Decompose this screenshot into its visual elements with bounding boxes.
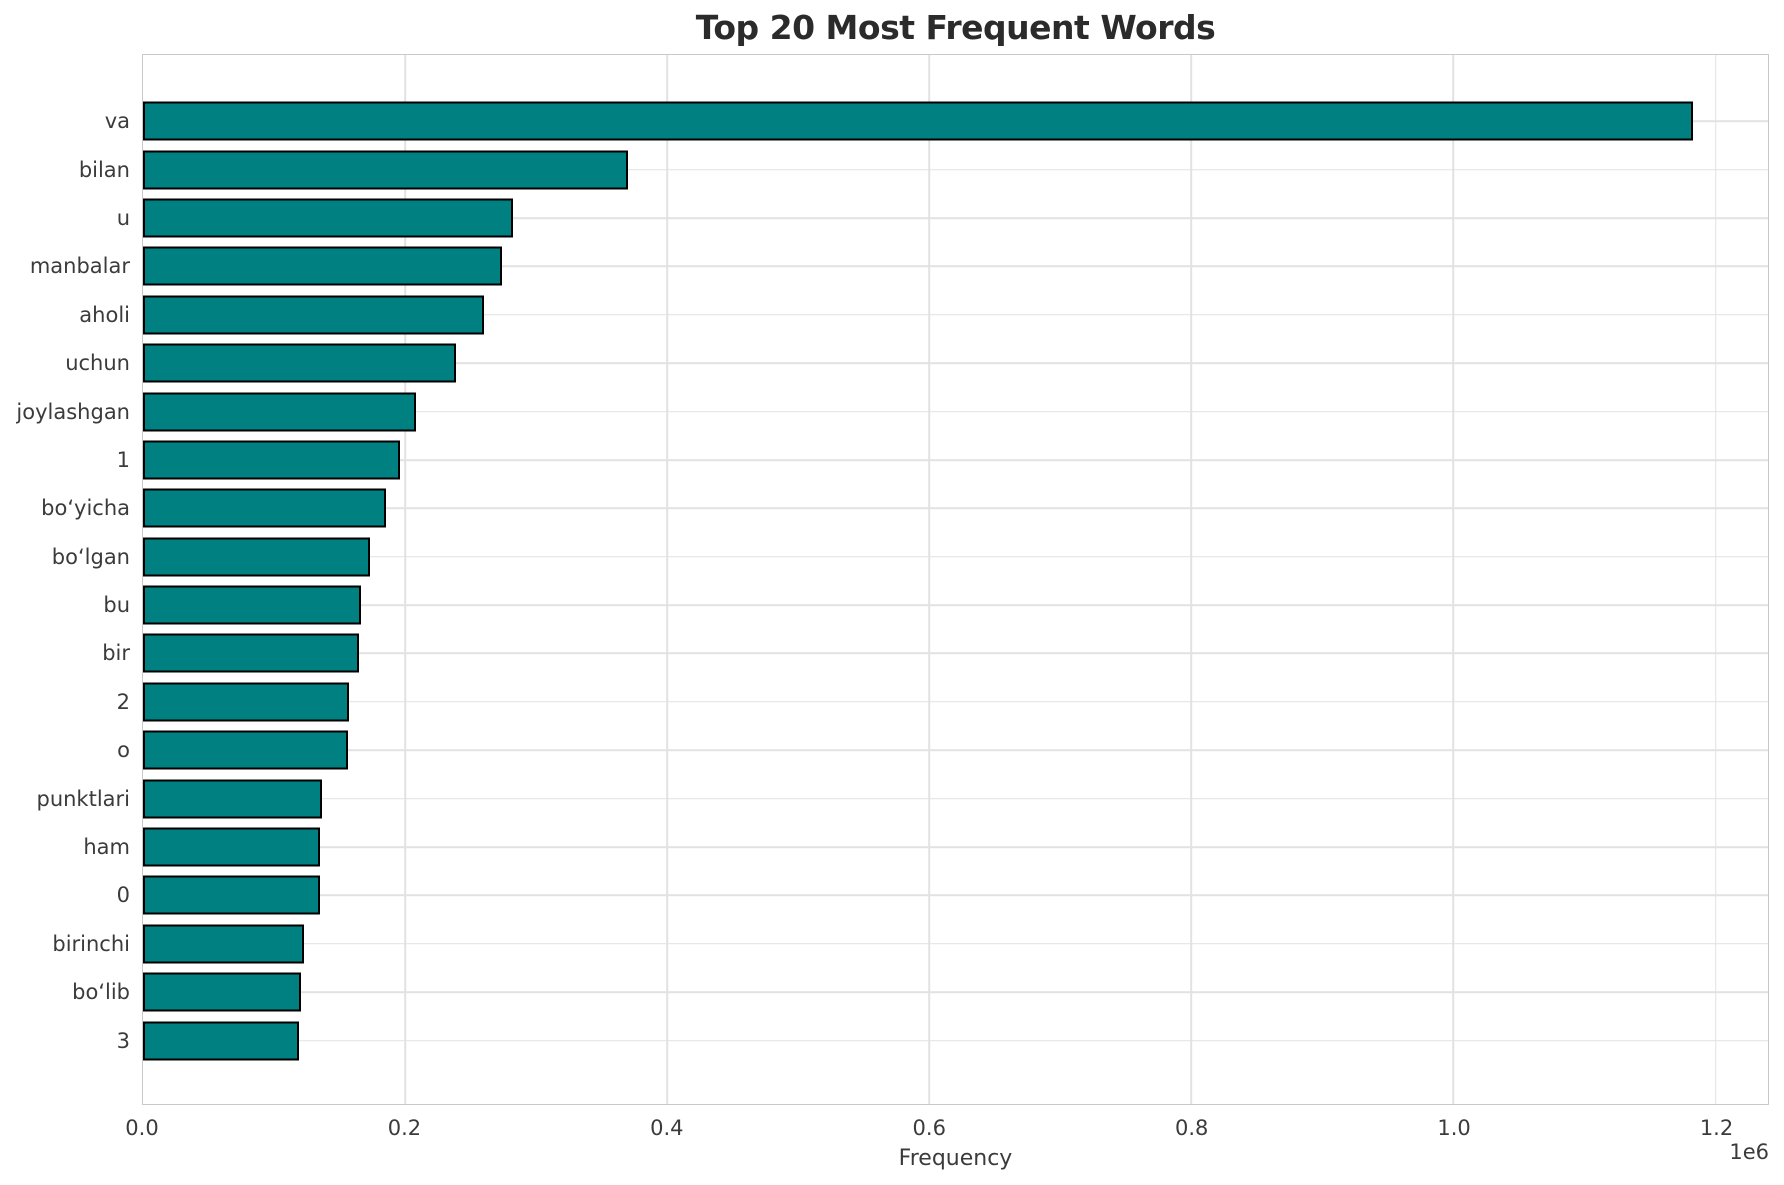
- x-gridline: [404, 55, 406, 1104]
- bar-ham: [143, 827, 321, 867]
- y-gridline: [143, 555, 1768, 558]
- x-gridline: [1452, 55, 1455, 1104]
- y-tick-label: bo‘lgan: [51, 544, 130, 569]
- bar-0: [143, 875, 321, 915]
- y-gridline: [143, 313, 1768, 316]
- y-tick-label: ham: [83, 835, 130, 860]
- bar-2: [143, 682, 349, 722]
- x-gridline: [928, 55, 931, 1104]
- y-gridline: [143, 943, 1768, 945]
- y-gridline: [143, 652, 1768, 655]
- y-gridline: [143, 749, 1768, 752]
- bar-u: [143, 198, 513, 238]
- bar-row: 0: [117, 871, 1768, 919]
- bar-row: u: [117, 194, 1768, 242]
- bar-row: bo‘lib: [72, 968, 1768, 1016]
- bar-3: [143, 1021, 300, 1061]
- bar-birinchi: [143, 924, 305, 964]
- y-tick-label: u: [116, 205, 130, 230]
- y-tick-label: o: [117, 738, 130, 763]
- y-gridline: [143, 701, 1768, 703]
- y-gridline: [143, 459, 1768, 461]
- bar-row: punktlari: [36, 774, 1768, 822]
- bar-row: bilan: [79, 145, 1768, 193]
- y-tick-label: va: [104, 109, 130, 134]
- y-tick-label: joylashgan: [16, 399, 130, 424]
- x-tick-label: 0.2: [387, 1116, 422, 1140]
- y-gridline: [143, 797, 1768, 800]
- bar-1: [143, 440, 400, 480]
- y-tick-label: punktlari: [36, 786, 130, 811]
- bar-row: 1: [117, 436, 1768, 484]
- bar-row: ham: [83, 823, 1768, 871]
- y-tick-label: bo‘lib: [72, 980, 130, 1005]
- y-tick-label: bu: [103, 593, 130, 618]
- x-gridline: [666, 55, 668, 1104]
- y-gridline: [143, 265, 1768, 268]
- y-gridline: [143, 507, 1768, 510]
- x-axis-ticks: 0.0 0.2 0.4 0.6 0.8 1.0 1.2: [125, 1116, 1769, 1144]
- y-tick-label: 1: [116, 447, 130, 472]
- bar-bo‘lgan: [143, 537, 370, 577]
- bar-row: joylashgan: [16, 387, 1768, 435]
- y-tick-label: 3: [116, 1028, 130, 1053]
- x-gridline: [1714, 55, 1717, 1104]
- bar-va: [143, 101, 1694, 141]
- x-tick-label: 1.0: [1437, 1116, 1471, 1140]
- x-tick-label: 1.2: [1699, 1116, 1734, 1140]
- chart-title: Top 20 Most Frequent Words: [695, 8, 1216, 47]
- bar-row: bir: [102, 629, 1768, 677]
- y-gridline: [143, 410, 1768, 413]
- bar-bo‘yicha: [143, 488, 386, 528]
- bar-o: [143, 730, 348, 770]
- bar-bilan: [143, 150, 628, 190]
- y-tick-label: manbalar: [29, 254, 130, 279]
- y-gridline: [143, 846, 1768, 848]
- y-tick-label: 2: [116, 689, 130, 714]
- y-tick-label: 0: [116, 883, 130, 908]
- bar-joylashgan: [143, 392, 416, 432]
- y-gridline: [143, 168, 1768, 171]
- bar-row: bo‘yicha: [41, 484, 1768, 532]
- y-tick-label: bir: [102, 641, 130, 666]
- bar-manbalar: [143, 246, 503, 286]
- bar-rows: va bilan u manbalar aholi uchun joylashgan 1 bo‘…: [16, 55, 1768, 1104]
- y-tick-label: bo‘yicha: [41, 496, 130, 521]
- bar-row: 3: [117, 1016, 1768, 1064]
- bar-bo‘lib: [143, 972, 301, 1012]
- x-axis-label: Frequency: [898, 1146, 1013, 1171]
- bar-bir: [143, 633, 360, 673]
- y-tick-label: bilan: [78, 157, 130, 182]
- x-tick-label: 0.6: [912, 1116, 946, 1140]
- y-tick-label: uchun: [65, 351, 130, 376]
- y-tick-label: birinchi: [52, 931, 130, 956]
- y-tick-label: aholi: [79, 302, 130, 327]
- bar-row: bo‘lgan: [52, 533, 1768, 581]
- bar-row: birinchi: [52, 920, 1768, 968]
- y-gridline: [143, 1039, 1768, 1042]
- bar-row: uchun: [65, 339, 1768, 387]
- x-gridline: [1190, 55, 1193, 1104]
- bar-row: 2: [117, 678, 1768, 726]
- bar-row: o: [117, 726, 1768, 774]
- bar-uchun: [143, 343, 457, 383]
- y-gridline: [143, 991, 1768, 994]
- plot-area: va bilan u manbalar aholi uchun joylashgan 1 bo‘…: [16, 54, 1769, 1105]
- bar-punktlari: [143, 779, 322, 819]
- bar-aholi: [143, 295, 484, 335]
- bar-row: manbalar: [30, 242, 1768, 290]
- bar-row: aholi: [79, 291, 1768, 339]
- x-tick-label: 0.0: [125, 1116, 159, 1140]
- x-tick-label: 0.4: [650, 1116, 684, 1140]
- y-gridline: [143, 217, 1768, 219]
- x-tick-label: 0.8: [1174, 1116, 1209, 1140]
- y-gridline: [143, 362, 1768, 364]
- bar-row: va: [105, 97, 1768, 145]
- bar-row: bu: [103, 581, 1768, 629]
- x-axis-offset-label: 1e6: [1729, 1140, 1769, 1164]
- y-gridline: [143, 894, 1768, 897]
- y-gridline: [143, 604, 1768, 606]
- bar-bu: [143, 585, 361, 625]
